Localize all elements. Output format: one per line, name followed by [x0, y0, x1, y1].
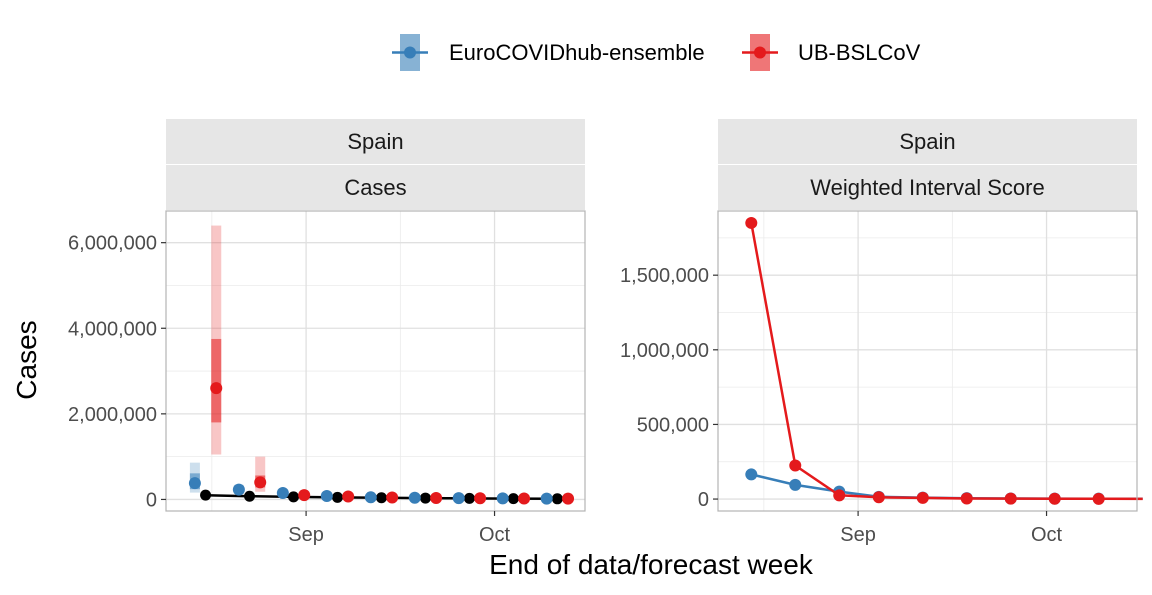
- y-axis-title: Cases: [11, 320, 42, 399]
- forecast-median-point: [342, 490, 355, 503]
- observed-point: [463, 492, 475, 504]
- panel-border: [717, 210, 1138, 512]
- forecast-median-point: [518, 492, 531, 505]
- legend-item-ensemble: EuroCOVIDhub-ensemble: [392, 34, 705, 71]
- forecast-median-point: [496, 492, 509, 505]
- panel-border: [165, 210, 586, 512]
- legend-key-point: [404, 46, 416, 59]
- observed-point: [507, 493, 519, 505]
- forecast-median-point: [232, 483, 245, 496]
- score-point: [1092, 492, 1105, 505]
- forecast-median-point: [298, 489, 311, 502]
- observed-point: [331, 491, 343, 503]
- observed-point: [375, 492, 387, 504]
- panel-wis-strips: Spain Weighted Interval Score: [718, 119, 1137, 210]
- x-tick-label: Sep: [840, 524, 876, 546]
- forecast-median-point: [320, 490, 333, 503]
- forecast-median-point: [562, 492, 575, 505]
- x-tick-label: Oct: [479, 524, 511, 546]
- score-point: [1048, 492, 1061, 505]
- strip-location: Spain: [899, 129, 955, 154]
- panel-weighted-interval-score: 0 500,000 1,000,000 1,500,000 Sep Oct: [620, 210, 1143, 546]
- y-tick-label: 500,000: [637, 414, 709, 436]
- forecast-median-point: [540, 492, 553, 505]
- forecast-median-point: [474, 492, 487, 505]
- score-point: [833, 489, 846, 502]
- legend-key-point: [754, 46, 766, 59]
- y-tick-label: 0: [698, 489, 709, 511]
- y-tick-label: 0: [146, 489, 157, 511]
- score-point: [745, 468, 758, 481]
- x-axis-title: End of data/forecast week: [489, 549, 814, 580]
- panel-cases-strips: Spain Cases: [166, 119, 585, 210]
- forecast-median-point: [276, 487, 289, 500]
- legend-label-ensemble: EuroCOVIDhub-ensemble: [449, 40, 705, 65]
- strip-metric: Weighted Interval Score: [810, 175, 1044, 200]
- score-point: [789, 478, 802, 491]
- forecast-interval-90: [255, 456, 266, 492]
- forecast-interval-50: [211, 338, 222, 423]
- score-point: [916, 491, 929, 504]
- observed-point: [551, 493, 563, 505]
- y-tick-label: 1,000,000: [620, 340, 709, 362]
- observed-point: [244, 490, 256, 502]
- y-tick-label: 1,500,000: [620, 265, 709, 287]
- panel-background: [166, 211, 585, 511]
- legend: EuroCOVIDhub-ensemble UB-BSLCoV: [392, 34, 921, 71]
- forecast-median-point: [408, 491, 421, 504]
- forecast-median-point: [430, 491, 443, 504]
- x-tick-label: Oct: [1031, 524, 1063, 546]
- strip-location: Spain: [347, 129, 403, 154]
- forecast-median-point: [210, 382, 223, 395]
- y-tick-label: 6,000,000: [68, 233, 157, 255]
- forecast-median-point: [386, 491, 399, 504]
- score-point: [1004, 492, 1017, 505]
- score-point: [960, 492, 973, 505]
- observed-point: [288, 491, 300, 503]
- forecast-median-point: [452, 492, 465, 505]
- legend-item-ub-bslcov: UB-BSLCoV: [742, 34, 921, 71]
- observed-point: [419, 492, 431, 504]
- forecast-median-point: [364, 491, 377, 504]
- strip-metric: Cases: [344, 175, 406, 200]
- score-point: [872, 491, 885, 504]
- observed-point: [200, 489, 212, 501]
- y-tick-label: 4,000,000: [68, 318, 157, 340]
- legend-label-ub-bslcov: UB-BSLCoV: [798, 40, 921, 65]
- score-point: [789, 459, 802, 472]
- score-line: [750, 222, 1143, 501]
- score-point: [745, 216, 758, 229]
- forecast-median-point: [254, 476, 267, 489]
- panel-background: [718, 211, 1137, 511]
- panel-cases: 0 2,000,000 4,000,000 6,000,000 Sep Oct: [68, 210, 586, 546]
- x-tick-label: Sep: [288, 524, 324, 546]
- y-tick-label: 2,000,000: [68, 404, 157, 426]
- forecast-median-point: [188, 477, 201, 490]
